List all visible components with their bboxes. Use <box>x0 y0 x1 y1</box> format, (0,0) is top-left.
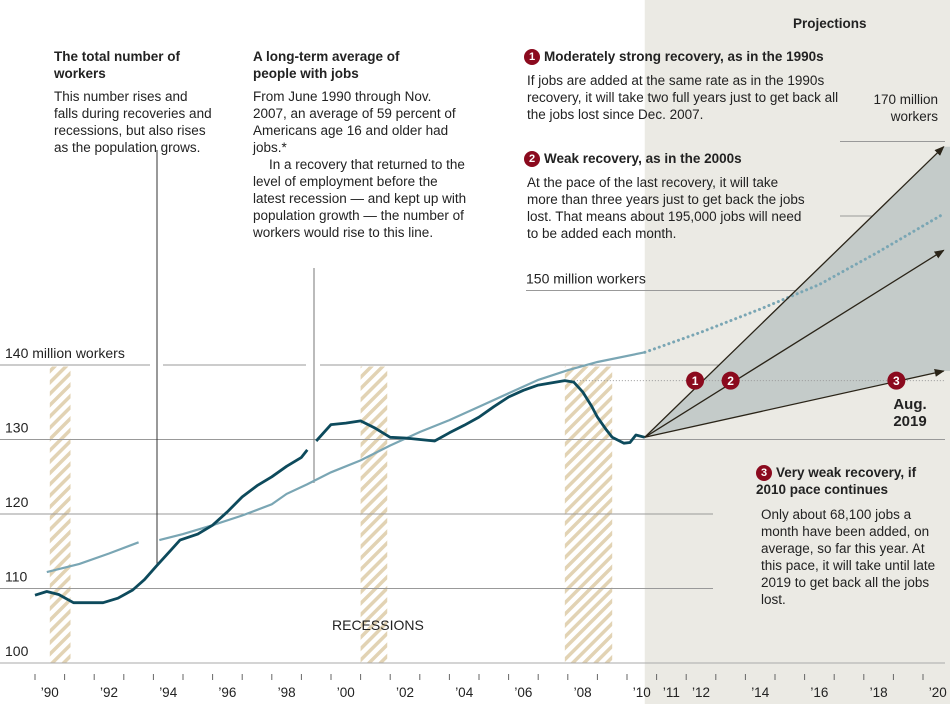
workers-callout-title: The total number of workers <box>54 49 180 81</box>
x-tick-label: ’14 <box>751 685 770 700</box>
x-tick-label: ’94 <box>159 685 178 700</box>
label-170: 170 million workers <box>873 92 938 124</box>
aug-2019-label: Aug. 2019 <box>893 396 927 430</box>
average-callout-body2: In a recovery that returned to the level… <box>253 157 467 240</box>
y-tick-label: 150 million workers <box>526 271 646 287</box>
x-tick-label: ’92 <box>100 685 118 700</box>
projection-2-title: 2 Weak recovery, as in the 2000s <box>524 150 742 167</box>
recession-band <box>564 366 613 663</box>
projection-3-title: 3 Very weak recovery, if 2010 pace contin… <box>756 464 936 498</box>
projection-badge-number: 3 <box>893 374 900 388</box>
projection-badge-number: 1 <box>692 374 699 388</box>
projection-badge-2 <box>721 371 740 390</box>
x-tick-label: ’18 <box>870 685 888 700</box>
average-projection-dotted <box>643 212 946 354</box>
y-tick-label: 120 <box>5 494 29 510</box>
x-tick-label: ’16 <box>810 685 828 700</box>
badge-2: 2 <box>524 151 540 167</box>
projection-arrow-2 <box>644 249 945 438</box>
x-tick-label: ’90 <box>41 685 59 700</box>
projection-badge-1 <box>686 371 705 390</box>
projection-badge-3 <box>887 371 906 390</box>
projection-2-body: At the pace of the last recovery, it wil… <box>527 175 805 241</box>
recession-band <box>360 366 388 663</box>
workers-callout-body: This number rises and falls during recov… <box>54 89 212 155</box>
x-tick-label: ’96 <box>218 685 236 700</box>
projection-1-title-text: Moderately strong recovery, as in the 19… <box>544 49 824 64</box>
workers-line <box>34 379 646 605</box>
projection-2-title-text: Weak recovery, as in the 2000s <box>544 151 742 166</box>
projection-badge-number: 2 <box>727 374 734 388</box>
projection-3-title-text: Very weak recovery, if 2010 pace continu… <box>756 465 917 497</box>
x-tick-label: ’12 <box>692 685 710 700</box>
x-tick-label: ’02 <box>396 685 414 700</box>
x-tick-label: ’98 <box>278 685 296 700</box>
x-tick-label: ’08 <box>574 685 592 700</box>
x-tick-label: ’00 <box>337 685 355 700</box>
x-tick-label: ’10 <box>633 685 651 700</box>
projections-title: Projections <box>793 16 867 31</box>
projection-1-title: 1 Moderately strong recovery, as in the 1… <box>524 48 824 65</box>
projection-3-body: Only about 68,100 jobs a month have been… <box>761 507 936 607</box>
badge-3: 3 <box>756 465 772 481</box>
y-tick-label: 100 <box>5 643 29 659</box>
recessions-label: RECESSIONS <box>332 617 424 633</box>
y-tick-label: 140 million workers <box>5 345 125 361</box>
y-tick-label: 110 <box>5 569 28 585</box>
average-callout-body1: From June 1990 through Nov. 2007, an ave… <box>253 89 456 155</box>
x-tick-label: ’04 <box>455 685 474 700</box>
badge-1: 1 <box>524 49 540 65</box>
x-tick-label: ’20 <box>929 685 947 700</box>
x-tick-label: ’11 <box>663 685 680 700</box>
average-callout-title: A long-term average of people with jobs <box>253 49 400 81</box>
projection-fan <box>644 146 950 438</box>
y-tick-label: 130 <box>5 420 29 436</box>
projection-1-body: If jobs are added at the same rate as in… <box>527 73 839 122</box>
recession-band <box>49 366 71 663</box>
average-line <box>46 351 646 574</box>
x-tick-label: ’06 <box>514 685 532 700</box>
